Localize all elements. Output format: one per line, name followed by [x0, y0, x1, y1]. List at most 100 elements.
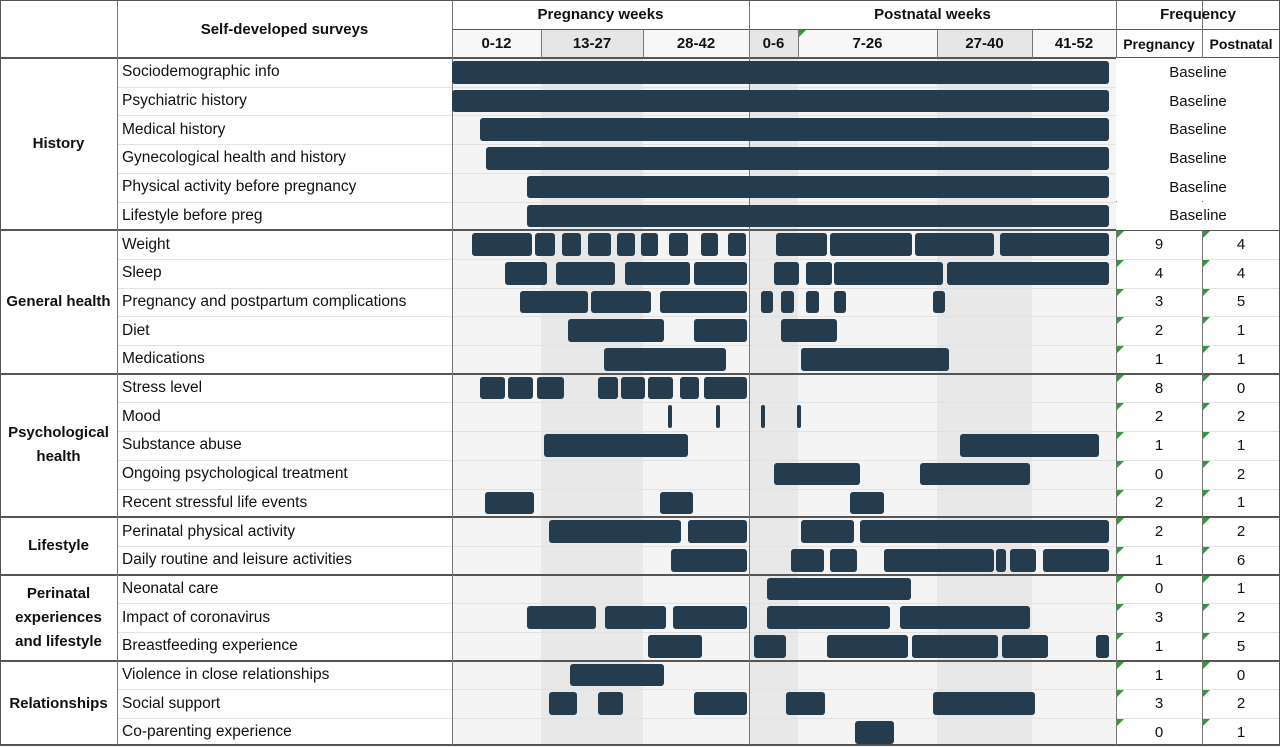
survey-timeline-bar [485, 491, 534, 515]
column-header-band [937, 29, 1032, 58]
comment-flag-icon [799, 30, 806, 37]
surveys-header: Self-developed surveys [200, 20, 369, 38]
frequency-postnatal: 2 [1236, 408, 1246, 426]
survey-row-label: Mood [122, 407, 161, 425]
frequency-pregnancy: 3 [1154, 695, 1164, 713]
survey-timeline-bar [883, 548, 994, 572]
column-divider [1116, 0, 1117, 746]
comment-flag-icon [1203, 432, 1210, 440]
survey-timeline-bar [830, 233, 913, 256]
group-divider [0, 516, 1280, 518]
row-separator [117, 259, 1280, 260]
survey-timeline-bar [667, 405, 672, 429]
frequency-baseline: Baseline [1116, 172, 1280, 202]
row-separator [117, 202, 1280, 203]
column-header-band [749, 29, 798, 58]
survey-timeline-bar [479, 376, 506, 400]
comment-flag-icon [1203, 231, 1210, 239]
frequency-pregnancy: 3 [1154, 609, 1164, 627]
comment-flag-icon [1117, 231, 1124, 239]
row-separator [117, 402, 1280, 403]
survey-timeline-bar [673, 606, 747, 629]
frequency-postnatal: 1 [1236, 723, 1246, 741]
survey-timeline-bar [767, 577, 912, 601]
survey-row-label: Lifestyle before preg [122, 206, 263, 224]
survey-row-label: Physical activity before pregnancy [122, 178, 357, 196]
survey-timeline-bar [933, 290, 945, 314]
survey-timeline-bar [780, 319, 838, 342]
frequency-pregnancy: 1 [1154, 350, 1164, 368]
group-label: Lifestyle [28, 536, 89, 554]
frequency-baseline: Baseline [1116, 144, 1280, 173]
survey-timeline-bar [912, 635, 999, 658]
column-header-band [541, 29, 643, 58]
week-range-header: 41-52 [1054, 35, 1094, 52]
survey-row-label: Daily routine and leisure activities [122, 551, 353, 569]
week-range-header: 7-26 [852, 35, 883, 52]
week-range-header: 27-40 [965, 35, 1004, 52]
frequency-pregnancy: 1 [1154, 637, 1164, 655]
frequency-postnatal: 2 [1236, 695, 1246, 713]
baseline-merge-mask [1202, 59, 1203, 87]
frequency-postnatal: 6 [1236, 551, 1246, 569]
baseline-merge-mask [1202, 173, 1203, 202]
frequency-header: Frequency [1160, 6, 1236, 23]
comment-flag-icon [1117, 460, 1124, 468]
survey-timeline-bar [827, 635, 909, 658]
frequency-pregnancy: 2 [1154, 408, 1164, 426]
frequency-baseline: Baseline [1116, 201, 1280, 231]
frequency-postnatal: 0 [1236, 666, 1246, 684]
baseline-merge-mask [1202, 116, 1203, 145]
survey-timeline-bar [1042, 548, 1110, 572]
subheader-divider [541, 29, 542, 58]
survey-timeline-bar [900, 606, 1030, 629]
comment-flag-icon [1203, 546, 1210, 554]
header-bottom-border [0, 57, 1280, 59]
survey-timeline-bar [535, 233, 555, 256]
survey-timeline-bar [543, 434, 688, 457]
survey-row-label: Substance abuse [122, 436, 242, 454]
survey-timeline-bar [519, 290, 589, 314]
survey-timeline-bar [860, 520, 1110, 543]
frequency-postnatal: 2 [1236, 523, 1246, 541]
survey-timeline-bar [704, 376, 747, 400]
survey-timeline-bar [833, 290, 846, 314]
survey-timeline-bar [569, 663, 665, 687]
frequency-pregnancy: 2 [1154, 494, 1164, 512]
frequency-postnatal: 1 [1236, 322, 1246, 340]
group-divider [0, 229, 1280, 231]
survey-timeline-bar [780, 290, 794, 314]
column-header-band [798, 29, 937, 58]
row-separator [117, 546, 1280, 547]
comment-flag-icon [1203, 489, 1210, 497]
column-divider [117, 0, 118, 746]
survey-timeline-bar [774, 462, 861, 486]
row-separator [117, 288, 1280, 289]
comment-flag-icon [1203, 604, 1210, 612]
column-divider [452, 0, 453, 746]
survey-timeline-bar [701, 233, 718, 256]
comment-flag-icon [1203, 518, 1210, 526]
column-divider [1202, 0, 1203, 746]
survey-row-label: Psychiatric history [122, 92, 247, 110]
survey-timeline-bar [767, 606, 891, 629]
row-separator [117, 718, 1280, 719]
survey-timeline-bar [598, 692, 623, 716]
row-separator [117, 345, 1280, 346]
survey-timeline-bar [1009, 548, 1037, 572]
survey-timeline-bar [830, 548, 858, 572]
survey-timeline-bar [452, 61, 1110, 84]
survey-row-label: Sleep [122, 264, 162, 282]
survey-timeline-bar [797, 405, 802, 429]
survey-timeline-bar [1001, 635, 1049, 658]
header-divider [452, 29, 1280, 30]
comment-flag-icon [1117, 432, 1124, 440]
survey-timeline-bar [754, 635, 786, 658]
survey-timeline-bar [694, 261, 747, 285]
survey-timeline-bar [479, 118, 1110, 142]
survey-timeline-bar [760, 405, 765, 429]
comment-flag-icon [1117, 546, 1124, 554]
frequency-pregnancy: 0 [1154, 723, 1164, 741]
frequency-baseline: Baseline [1116, 115, 1280, 145]
